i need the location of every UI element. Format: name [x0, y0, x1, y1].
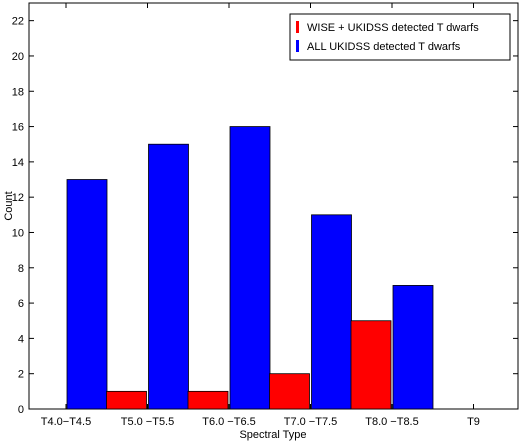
- x-tick-label-t8-0-t8-5: T8.0 −T8.5: [365, 416, 419, 428]
- y-tick-label-2: 2: [18, 369, 24, 381]
- y-tick-label-0: 0: [18, 404, 24, 416]
- y-tick-label-10: 10: [12, 227, 24, 239]
- legend: WISE + UKIDSS detected T dwarfs ALL UKID…: [289, 13, 511, 61]
- bar-wise-ukidss-t7-0-t7-5: [269, 373, 310, 410]
- legend-swatch-wise-ukidss: [296, 21, 299, 33]
- x-tick-label-t6-0-t6-5: T6.0 −T6.5: [202, 416, 256, 428]
- x-tick-label-t4-0-t4-5: T4.0−T4.5: [41, 416, 91, 428]
- x-axis-ticks: T4.0−T4.5 T5.0 −T5.5 T6.0 −T6.5 T7.0 −T7.5 T…: [41, 3, 480, 428]
- bar-wise-ukidss-t8-0-t8-5: [350, 320, 392, 410]
- bar-all-ukidss-t6-0-t6-5: [229, 126, 271, 410]
- y-tick-label-12: 12: [12, 192, 24, 204]
- legend-swatch-all-ukidss: [296, 40, 299, 52]
- x-tick-label-t5-0-t5-5: T5.0 −T5.5: [121, 416, 175, 428]
- x-axis-label: Spectral Type: [239, 429, 306, 441]
- bars-group: [66, 126, 434, 410]
- y-tick-label-14: 14: [12, 157, 24, 169]
- bar-wise-ukidss-t5-0-t5-5: [106, 390, 147, 410]
- legend-label-all-ukidss: ALL UKIDSS detected T dwarfs: [307, 41, 461, 53]
- y-tick-label-8: 8: [18, 263, 24, 275]
- legend-label-wise-ukidss: WISE + UKIDSS detected T dwarfs: [307, 22, 479, 34]
- legend-box: [289, 13, 511, 61]
- x-tick-label-t9: T9: [467, 416, 480, 428]
- y-tick-label-4: 4: [18, 333, 24, 345]
- y-tick-label-22: 22: [12, 16, 24, 28]
- y-tick-label-16: 16: [12, 122, 24, 134]
- x-tick-label-t7-0-t7-5: T7.0 −T7.5: [284, 416, 338, 428]
- bar-all-ukidss-t4-0-t4-5: [66, 179, 108, 410]
- bar-all-ukidss-t7-0-t7-5: [311, 214, 352, 410]
- y-tick-label-20: 20: [12, 51, 24, 63]
- y-tick-label-18: 18: [12, 86, 24, 98]
- y-axis-label: Count: [3, 191, 15, 220]
- y-axis-ticks: 0 2 4 6 8 10 12 14 16 18 20 22: [12, 16, 518, 416]
- bar-all-ukidss-t5-0-t5-5: [148, 143, 189, 410]
- bar-all-ukidss-t8-0-t8-5: [392, 285, 434, 410]
- bar-wise-ukidss-t6-0-t6-5: [187, 390, 229, 410]
- plot-area: [28, 2, 519, 410]
- y-tick-label-6: 6: [18, 298, 24, 310]
